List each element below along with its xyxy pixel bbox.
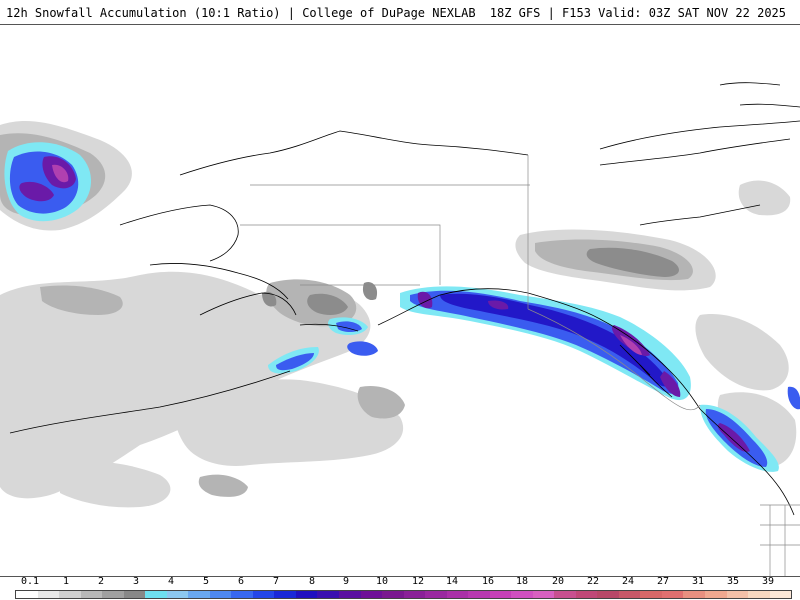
model-run-info: 18Z GFS | F153 Valid: 03Z SAT NOV 22 202… — [489, 6, 786, 20]
legend-swatch — [252, 591, 275, 598]
legend-swatch — [446, 591, 469, 598]
snowfall-map — [0, 24, 800, 577]
legend-label: 9 — [342, 576, 350, 587]
legend-label: 20 — [551, 576, 565, 587]
snow-light-gray — [0, 120, 797, 508]
legend-swatch — [489, 591, 512, 598]
legend-swatch — [80, 591, 103, 598]
legend-swatch — [511, 591, 533, 598]
legend-swatch — [769, 591, 792, 598]
legend-swatch — [382, 591, 404, 598]
legend-swatch — [274, 591, 296, 598]
legend-swatch — [102, 591, 124, 598]
map-canvas — [0, 82, 800, 576]
political-borders — [240, 155, 800, 576]
legend-label: 8 — [308, 576, 316, 587]
legend-swatch — [403, 591, 426, 598]
header-bar: 12h Snowfall Accumulation (10:1 Ratio) |… — [0, 0, 800, 24]
legend-label: 27 — [656, 576, 670, 587]
legend-label: 12 — [411, 576, 425, 587]
legend-swatch — [145, 591, 167, 598]
legend-swatch — [338, 591, 361, 598]
legend-swatch — [640, 591, 662, 598]
legend-swatch — [16, 591, 38, 598]
legend-swatch — [618, 591, 641, 598]
legend-swatch — [532, 591, 555, 598]
legend-swatch — [705, 591, 727, 598]
snow-dark-gray — [262, 247, 679, 315]
legend-labels: 0.1 1 2 3 4 5 6 7 8 9 10 12 14 16 18 20 … — [0, 576, 800, 588]
legend-label: 0.1 — [20, 576, 40, 587]
legend-swatch — [360, 591, 383, 598]
coastlines — [9, 82, 800, 516]
legend-swatch — [59, 591, 81, 598]
legend-label: 7 — [272, 576, 280, 587]
legend-label: 35 — [726, 576, 740, 587]
legend-label: 4 — [167, 576, 175, 587]
legend-label: 1 — [62, 576, 70, 587]
legend-swatch — [37, 591, 60, 598]
legend-swatch — [683, 591, 705, 598]
legend-swatch — [123, 591, 146, 598]
legend-label: 31 — [691, 576, 705, 587]
legend-swatch — [425, 591, 447, 598]
legend-swatch — [597, 591, 619, 598]
legend-label: 39 — [761, 576, 775, 587]
legend-swatch — [748, 591, 770, 598]
color-legend-bar — [15, 590, 792, 599]
legend-label: 24 — [621, 576, 635, 587]
legend-label: 16 — [481, 576, 495, 587]
product-title: 12h Snowfall Accumulation (10:1 Ratio) |… — [6, 6, 476, 20]
legend-label: 5 — [202, 576, 210, 587]
legend-swatch — [317, 591, 339, 598]
legend-swatch — [726, 591, 749, 598]
legend-label: 10 — [375, 576, 389, 587]
legend-swatch — [661, 591, 684, 598]
snow-heavy-bands — [4, 142, 800, 472]
legend-label: 2 — [97, 576, 105, 587]
legend-swatch — [468, 591, 490, 598]
legend-label: 18 — [515, 576, 529, 587]
legend-swatch — [295, 591, 318, 598]
legend-swatch — [231, 591, 253, 598]
legend-label: 22 — [586, 576, 600, 587]
legend-swatch — [554, 591, 576, 598]
legend-swatch — [575, 591, 598, 598]
legend-swatch — [166, 591, 189, 598]
legend-label: 3 — [132, 576, 140, 587]
legend-label: 14 — [445, 576, 459, 587]
legend-label: 6 — [237, 576, 245, 587]
legend-swatch — [209, 591, 232, 598]
legend-swatch — [188, 591, 210, 598]
